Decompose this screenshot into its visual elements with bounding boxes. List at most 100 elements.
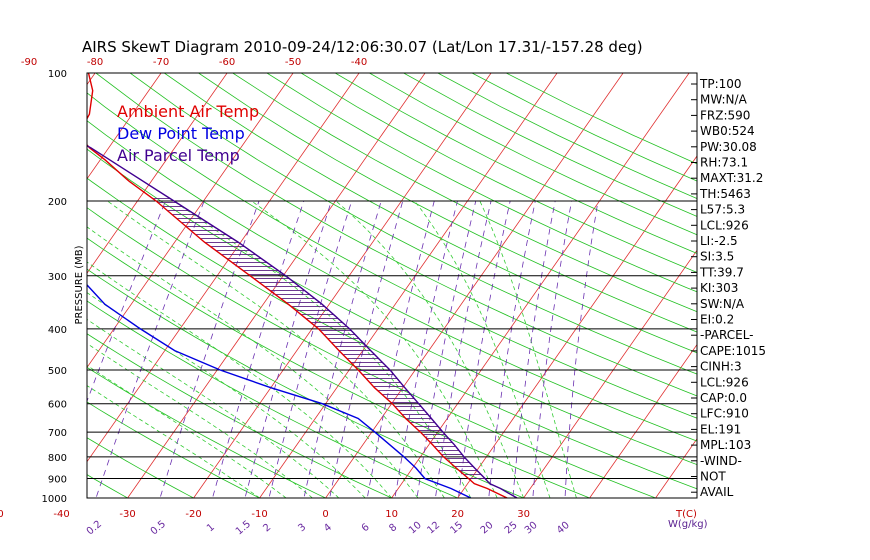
mixing-ratio-line xyxy=(244,200,332,498)
legend-ambient: Ambient Air Temp xyxy=(117,102,259,121)
top-temp-tick-label: -60 xyxy=(219,57,235,68)
dry-adiabat-line xyxy=(471,73,697,182)
mixing-ratio-line xyxy=(564,200,599,498)
mixing-ratio-tick-label: 1.5 xyxy=(234,519,253,538)
moist-adiabat-line xyxy=(87,342,313,498)
plot-frame xyxy=(86,72,698,499)
pressure-tick-label: 800 xyxy=(48,453,67,464)
pressure-tick-label: 700 xyxy=(48,428,67,439)
sounding-index: EL:191 xyxy=(700,422,741,436)
pressure-tick-label: 600 xyxy=(48,400,67,411)
moist-adiabat-line xyxy=(87,318,340,498)
mixing-ratio-line xyxy=(95,200,205,498)
bottom-temp-tick-label: 30 xyxy=(517,509,530,520)
moist-adiabat-line xyxy=(173,200,472,498)
mixing-ratio-tick-label: 25 xyxy=(503,520,520,537)
isotherm-line xyxy=(259,73,558,498)
legend-parcel: Air Parcel Temp xyxy=(117,146,240,165)
mixing-ratio-line xyxy=(159,200,260,498)
legend: Ambient Air Temp Dew Point Temp Air Parc… xyxy=(117,102,259,165)
bottom-temperature-axis: -50 -40 -30 -20 -10 0 10 20 30 xyxy=(0,509,530,520)
pressure-tick-label: 200 xyxy=(48,197,67,208)
dry-adiabat-line xyxy=(232,73,697,313)
pressure-tick-label: 900 xyxy=(48,475,67,486)
mixing-ratio-line xyxy=(212,200,305,498)
sounding-index: EI:0.2 xyxy=(700,313,734,327)
mixing-ratio-line xyxy=(512,200,556,498)
pressure-tick-label: 1000 xyxy=(42,494,67,505)
bottom-temp-tick-label: -50 xyxy=(0,509,4,520)
sounding-index: LCL:926 xyxy=(700,218,749,232)
top-temp-tick-label: -50 xyxy=(285,57,301,68)
dry-adiabat-line xyxy=(87,333,392,498)
sounding-index: AVAIL xyxy=(700,485,734,499)
isotherm-line xyxy=(523,249,697,498)
pressure-tick-label: 100 xyxy=(48,69,67,80)
dry-adiabat-line xyxy=(300,73,697,273)
dry-adiabat-line xyxy=(129,73,697,375)
dry-adiabat-line xyxy=(87,237,590,498)
moist-adiabat-line xyxy=(335,200,524,498)
mixing-ratio-label: W(g/kg) xyxy=(668,519,708,530)
dry-adiabat-line xyxy=(87,366,326,498)
mixing-ratio-tick-label: 4 xyxy=(322,522,334,535)
mixing-ratio-tick-label: 0.2 xyxy=(85,519,104,538)
dry-adiabat-line xyxy=(87,148,697,466)
mixing-ratio-tick-label: 30 xyxy=(523,520,540,537)
cape-hatching xyxy=(152,198,486,479)
mixing-ratio-line xyxy=(329,200,404,498)
isotherm-line xyxy=(589,343,697,498)
legend-dewpoint: Dew Point Temp xyxy=(117,124,245,143)
mixing-ratio-tick-label: 15 xyxy=(448,520,465,537)
moist-adiabat-line xyxy=(87,385,260,498)
mixing-ratio-line xyxy=(532,200,572,498)
sounding-index: MAXT:31.2 xyxy=(700,171,763,185)
top-temp-tick-label: -80 xyxy=(87,57,103,68)
sounding-index: CINH:3 xyxy=(700,360,742,374)
bottom-temp-tick-label: -40 xyxy=(53,509,69,520)
isotherm-line xyxy=(325,73,624,498)
bottom-temp-tick-label: -10 xyxy=(251,509,267,520)
mixing-ratio-line xyxy=(488,200,536,498)
pressure-tick-label: 300 xyxy=(48,272,67,283)
pressure-tick-label: 500 xyxy=(48,366,67,377)
mixing-ratio-line xyxy=(87,200,166,403)
sounding-index: WB0:524 xyxy=(700,124,755,138)
sounding-index: TP:100 xyxy=(699,77,742,91)
isotherm-line xyxy=(87,73,294,369)
sounding-index: KI:303 xyxy=(700,281,738,295)
mixing-ratio-tick-label: 10 xyxy=(407,520,424,537)
dry-adiabat-line xyxy=(334,73,697,254)
bottom-temp-tick-label: 10 xyxy=(385,509,398,520)
dry-adiabat-line xyxy=(87,207,656,498)
mixing-ratio-tick-label: 12 xyxy=(425,520,442,537)
dry-adiabat-line xyxy=(198,73,697,333)
sounding-index: CAPE:1015 xyxy=(700,344,766,358)
dry-adiabat-line xyxy=(266,73,697,293)
dry-adiabat-line xyxy=(87,92,697,419)
sounding-index: NOT xyxy=(700,470,726,484)
mixing-ratio-tick-label: 8 xyxy=(387,522,399,535)
x-axis-label: T(C) xyxy=(675,509,697,520)
mixing-ratio-tick-label: 40 xyxy=(555,520,572,537)
sounding-index: SI:3.5 xyxy=(700,250,734,264)
sounding-index: TT:39.7 xyxy=(699,265,744,279)
dry-adiabat-line xyxy=(87,120,697,442)
bottom-temp-tick-label: -20 xyxy=(185,509,201,520)
mixing-ratio-line xyxy=(416,200,477,498)
sounding-index: MPL:103 xyxy=(700,438,751,452)
sounding-index: PW:30.08 xyxy=(700,140,757,154)
sounding-index: RH:73.1 xyxy=(700,156,748,170)
pressure-tick-label: 400 xyxy=(48,325,67,336)
sounding-index: LCL:926 xyxy=(700,375,749,389)
mixing-ratio-line xyxy=(268,200,353,498)
bottom-temp-tick-label: 0 xyxy=(322,509,328,520)
mixing-ratio-line xyxy=(394,200,458,498)
sounding-index: SW:N/A xyxy=(700,297,745,311)
sounding-index: LFC:910 xyxy=(700,407,749,421)
dry-adiabat-line xyxy=(87,177,697,490)
top-temp-tick-label: -90 xyxy=(21,57,37,68)
dry-adiabat-line xyxy=(95,73,697,397)
